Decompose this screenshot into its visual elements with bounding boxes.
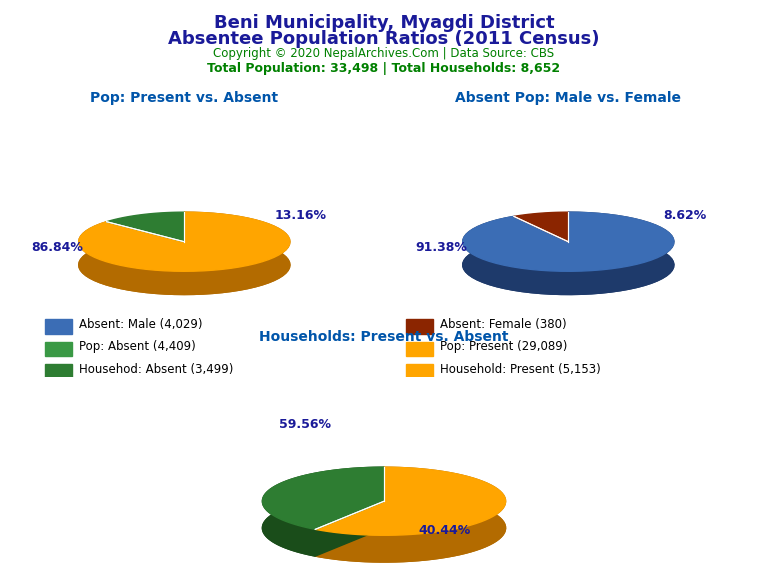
Bar (406, 319, 433, 334)
Polygon shape (514, 236, 568, 265)
Text: 59.56%: 59.56% (279, 418, 331, 431)
Text: 8.62%: 8.62% (663, 209, 706, 222)
Polygon shape (463, 236, 674, 294)
Polygon shape (514, 212, 568, 242)
Polygon shape (79, 236, 290, 294)
Text: Absent: Female (380): Absent: Female (380) (440, 318, 567, 331)
Bar (45, 319, 72, 334)
Polygon shape (463, 212, 674, 271)
Text: Absent: Male (4,029): Absent: Male (4,029) (79, 318, 203, 331)
Polygon shape (316, 494, 505, 562)
Bar (45, 364, 72, 378)
Text: Beni Municipality, Myagdi District: Beni Municipality, Myagdi District (214, 14, 554, 32)
Bar (406, 342, 433, 356)
Text: 13.16%: 13.16% (274, 209, 326, 222)
Polygon shape (263, 467, 384, 556)
Text: 40.44%: 40.44% (419, 524, 471, 537)
Polygon shape (463, 212, 674, 294)
Polygon shape (79, 212, 290, 271)
Polygon shape (263, 494, 384, 556)
Text: 86.84%: 86.84% (31, 241, 84, 253)
Text: Copyright © 2020 NepalArchives.Com | Data Source: CBS: Copyright © 2020 NepalArchives.Com | Dat… (214, 47, 554, 60)
Text: Pop: Absent (4,409): Pop: Absent (4,409) (79, 340, 196, 353)
Bar (406, 364, 433, 378)
Polygon shape (263, 467, 384, 529)
Polygon shape (316, 467, 505, 562)
Polygon shape (107, 236, 184, 265)
Text: Pop: Present (29,089): Pop: Present (29,089) (440, 340, 568, 353)
Text: Absentee Population Ratios (2011 Census): Absentee Population Ratios (2011 Census) (168, 30, 600, 48)
Polygon shape (79, 212, 290, 294)
Text: Househod: Absent (3,499): Househod: Absent (3,499) (79, 363, 233, 376)
Bar (45, 342, 72, 356)
Title: Absent Pop: Male vs. Female: Absent Pop: Male vs. Female (455, 92, 681, 105)
Text: Household: Present (5,153): Household: Present (5,153) (440, 363, 601, 376)
Polygon shape (316, 467, 505, 535)
Title: Pop: Present vs. Absent: Pop: Present vs. Absent (91, 92, 278, 105)
Text: 91.38%: 91.38% (415, 241, 468, 253)
Polygon shape (107, 212, 184, 242)
Text: Total Population: 33,498 | Total Households: 8,652: Total Population: 33,498 | Total Househo… (207, 62, 561, 75)
Title: Households: Present vs. Absent: Households: Present vs. Absent (260, 331, 508, 344)
